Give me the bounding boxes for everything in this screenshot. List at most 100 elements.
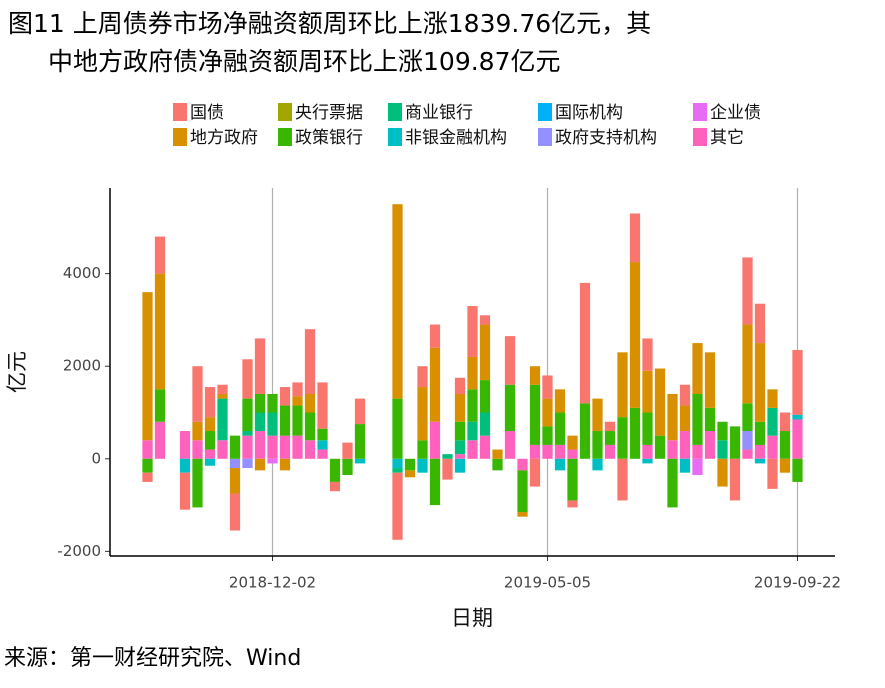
bar-segment: [217, 398, 228, 441]
bar-segment: [317, 449, 328, 459]
bar-segment: [242, 458, 253, 469]
bar-segment: [629, 213, 641, 263]
bar-segment: [792, 350, 803, 415]
bar-segment: [679, 405, 691, 432]
legend-label: 政策银行: [295, 128, 363, 148]
bar-segment: [654, 435, 666, 459]
y-tick-label: 0: [91, 449, 101, 467]
legend-swatch: [538, 103, 552, 121]
bar-segment: [254, 431, 266, 459]
bar-segment: [454, 458, 466, 473]
bar-segment: [567, 500, 578, 508]
bar-segment: [617, 417, 628, 459]
bar-segment: [729, 426, 741, 459]
bar-segment: [392, 472, 403, 540]
bar-segment: [454, 421, 466, 441]
legend-swatch: [693, 103, 707, 121]
bar-segment: [554, 458, 566, 471]
bar-segment: [317, 382, 328, 429]
bar-segment: [267, 412, 278, 436]
bar-segment: [692, 343, 703, 394]
bar-segment: [217, 440, 228, 459]
bar-segment: [667, 458, 678, 508]
bar-segment: [204, 387, 216, 418]
bar-segment: [292, 382, 303, 397]
bar-segment: [304, 440, 316, 459]
bar-segment: [529, 458, 541, 487]
legend-label: 企业债: [710, 103, 761, 123]
bar-segment: [792, 419, 803, 459]
bar-segment: [767, 435, 778, 459]
bar-segment: [429, 458, 441, 506]
bar-segment: [717, 440, 728, 459]
bar-segment: [304, 329, 316, 394]
bar-segment: [354, 424, 366, 459]
chart-title: 中地方政府债净融资额周环比上涨109.87亿元: [48, 47, 560, 76]
bar-segment: [517, 512, 528, 517]
bar-segment: [254, 393, 266, 413]
bar-segment: [642, 370, 653, 413]
bar-segment: [504, 336, 516, 385]
bar-segment: [229, 435, 241, 459]
bar-segment: [454, 393, 466, 422]
bar-segment: [542, 375, 553, 399]
bar-segment: [329, 481, 341, 492]
bar-segment: [567, 458, 578, 501]
bar-segment: [179, 472, 191, 510]
bar-segment: [354, 398, 366, 425]
bar-segment: [142, 440, 153, 459]
bar-segment: [392, 458, 403, 469]
legend-swatch: [173, 103, 187, 121]
bar-segment: [779, 458, 791, 473]
bar-segment: [392, 204, 403, 399]
y-tick-label: 2000: [63, 357, 101, 375]
bar-segment: [779, 412, 791, 432]
bar-segment: [242, 435, 253, 459]
bar-segment: [554, 444, 566, 459]
bar-segment: [617, 352, 628, 418]
legend-label: 商业银行: [405, 103, 473, 123]
bar-segment: [754, 444, 766, 459]
bar-segment: [229, 458, 241, 469]
bar-segment: [242, 431, 253, 436]
bar-segment: [192, 421, 203, 441]
bar-segment: [504, 384, 516, 432]
bar-segment: [192, 366, 203, 422]
bar-segment: [229, 468, 241, 494]
bar-segment: [417, 440, 428, 459]
legend-swatch: [278, 128, 292, 146]
bar-segment: [204, 458, 216, 466]
bar-segment: [679, 458, 691, 473]
bar-segment: [154, 236, 166, 274]
bar-segment: [304, 412, 316, 441]
bar-segment: [279, 435, 291, 459]
bar-segment: [292, 405, 303, 436]
y-axis-title: 亿元: [5, 351, 29, 393]
bar-segment: [742, 257, 753, 325]
bar-segment: [404, 470, 416, 478]
bar-segment: [229, 493, 241, 531]
x-tick-label: 2019-09-22: [754, 574, 841, 592]
bar-segment: [417, 387, 428, 441]
bar-segment: [754, 343, 766, 422]
bar-segment: [579, 403, 591, 459]
legend-swatch: [278, 103, 292, 121]
bar-segment: [554, 389, 566, 413]
bar-segment: [742, 431, 753, 450]
bar-segment: [154, 421, 166, 459]
bar-segment: [767, 458, 778, 489]
bar-segment: [242, 398, 253, 432]
legend-label: 国债: [190, 103, 224, 123]
bar-segment: [667, 393, 678, 441]
bar-segment: [754, 303, 766, 344]
bar-segment: [642, 412, 653, 445]
bar-segment: [692, 458, 703, 475]
bar-segment: [204, 431, 216, 450]
bar-segment: [767, 407, 778, 436]
bar-segment: [529, 384, 541, 445]
bar-segment: [179, 431, 191, 459]
bar-segment: [429, 347, 441, 422]
bar-segment: [554, 412, 566, 445]
bar-segment: [267, 393, 278, 413]
